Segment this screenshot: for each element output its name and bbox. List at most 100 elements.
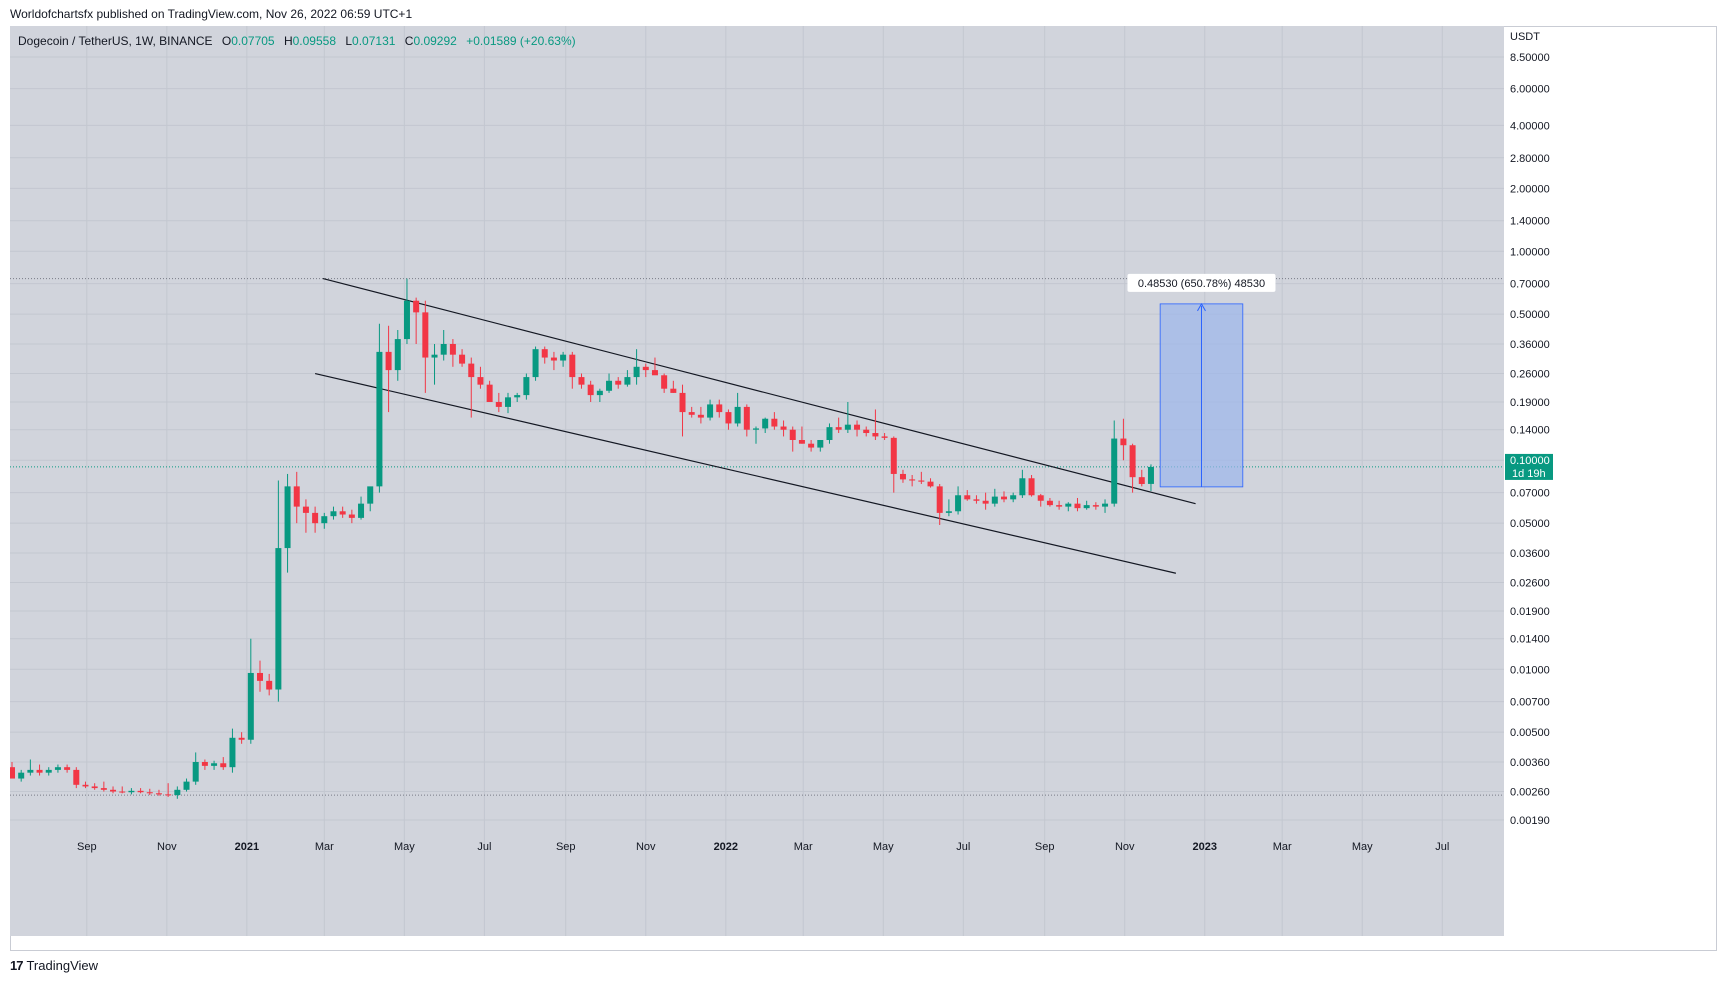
candle — [45, 767, 52, 776]
candle-body — [100, 788, 107, 790]
candle — [358, 496, 365, 520]
candle-body — [394, 339, 401, 371]
candle — [385, 325, 392, 413]
time-axis[interactable]: Sep Nov 2021 Mar May Jul Sep Nov 2022 Mar May Jul Se… — [77, 841, 1449, 853]
candle — [27, 759, 34, 776]
published-by-text: Worldofchartsfx published on TradingView… — [10, 7, 413, 21]
candle-body — [651, 370, 658, 376]
candle — [707, 399, 714, 421]
y-tick-label: 0.07000 — [1510, 488, 1550, 500]
candle — [201, 759, 208, 770]
candle-body — [174, 789, 181, 796]
candle-body — [1074, 503, 1081, 509]
candle-body — [762, 418, 769, 429]
y-tick-label: 0.36000 — [1510, 339, 1550, 351]
candle — [403, 278, 410, 344]
candle-body — [330, 511, 337, 517]
candle — [541, 346, 548, 364]
candle-body — [10, 767, 15, 779]
candle-body — [495, 401, 502, 407]
measure-tool[interactable]: 0.48530 (650.78%) 48530 — [1127, 273, 1276, 488]
y-tick-label: 1.00000 — [1510, 246, 1550, 258]
symbol-legend[interactable]: Dogecoin / TetherUS, 1W, BINANCE O0.0770… — [18, 34, 576, 48]
candle — [918, 471, 925, 484]
candle-body — [459, 354, 466, 364]
candle-body — [936, 486, 943, 513]
candle — [422, 300, 429, 393]
candle-body — [266, 680, 273, 690]
candle-body — [863, 429, 870, 434]
candle — [54, 764, 61, 773]
candle-body — [165, 794, 172, 796]
candle — [183, 778, 190, 792]
candle — [73, 767, 80, 789]
candle-body — [523, 377, 530, 396]
candle-body — [716, 404, 723, 413]
candle-body — [348, 514, 355, 518]
candlestick-chart[interactable]: 0.48530 (650.78%) 48530 USDT 8.50000 6.00… — [10, 26, 1717, 951]
candle — [532, 346, 539, 381]
candle-body — [808, 443, 815, 448]
candle-body — [615, 380, 622, 385]
candle — [330, 506, 337, 520]
candle-body — [1019, 478, 1026, 496]
candle — [91, 783, 98, 790]
candle — [1019, 469, 1026, 498]
candle-body — [1102, 503, 1109, 507]
candle-body — [376, 351, 383, 487]
candle-body — [725, 412, 732, 424]
candle-body — [753, 428, 759, 430]
tradingview-logo[interactable]: 17 TradingView — [10, 958, 98, 973]
candle-body — [688, 412, 695, 415]
trendlines[interactable] — [314, 278, 1196, 574]
candle — [119, 786, 126, 794]
candle-body — [358, 503, 365, 518]
candle — [155, 789, 162, 796]
candle — [1065, 502, 1072, 512]
candle — [64, 764, 71, 773]
candle-body — [780, 426, 787, 430]
candles — [10, 278, 1154, 799]
candle-body — [284, 486, 291, 549]
change-value: +0.01589 (+20.63%) — [466, 34, 576, 48]
candle — [137, 788, 144, 794]
plot-area[interactable] — [10, 26, 1504, 936]
candle-body — [440, 343, 447, 355]
candle-body — [91, 786, 98, 789]
candle-body — [771, 418, 778, 427]
candle-body — [835, 427, 842, 430]
candle-body — [211, 763, 218, 766]
candle-body — [128, 790, 135, 793]
candle-body — [367, 486, 374, 504]
x-tick-label: Nov — [157, 841, 177, 853]
candle — [100, 781, 107, 792]
candle-body — [982, 500, 989, 504]
candle — [275, 480, 282, 702]
candle-body — [302, 506, 309, 513]
candle — [899, 469, 906, 483]
candle-body — [73, 769, 80, 785]
x-tick-label: 2023 — [1193, 841, 1217, 853]
candle — [10, 761, 15, 779]
candle-body — [27, 769, 34, 773]
candle — [459, 349, 466, 367]
tradingview-brand-text: TradingView — [26, 958, 99, 973]
candle-body — [734, 406, 741, 424]
trendline[interactable] — [322, 278, 1196, 505]
trendline[interactable] — [314, 372, 1177, 574]
candle-body — [18, 772, 25, 779]
candle-body — [110, 789, 117, 792]
x-tick-label: Nov — [1115, 841, 1135, 853]
x-tick-label: Mar — [315, 841, 334, 853]
candle-body — [955, 495, 962, 512]
candle — [394, 329, 401, 381]
candle-body — [1120, 438, 1127, 446]
candle — [211, 760, 218, 770]
y-tick-label: 0.00500 — [1510, 727, 1550, 739]
x-tick-label: May — [873, 841, 894, 853]
candle — [697, 406, 704, 424]
price-axis[interactable]: USDT 8.50000 6.00000 4.00000 2.80000 2.00000… — [1505, 31, 1553, 827]
y-tick-label: 0.01400 — [1510, 634, 1550, 646]
x-tick-label: Mar — [1273, 841, 1292, 853]
